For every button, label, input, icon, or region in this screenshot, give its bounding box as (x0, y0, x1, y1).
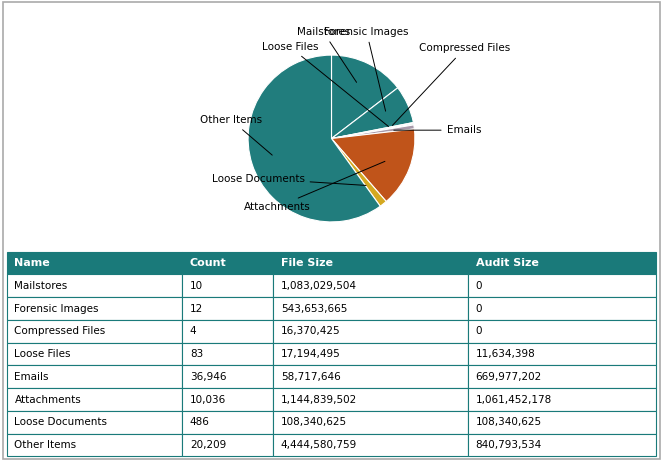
Bar (182, 411, 273, 434)
Wedge shape (332, 124, 414, 138)
Bar (182, 320, 273, 343)
Text: 1,061,452,178: 1,061,452,178 (476, 395, 552, 404)
Bar (468, 320, 656, 343)
Text: Loose Documents: Loose Documents (15, 417, 107, 427)
Text: 58,717,646: 58,717,646 (281, 372, 341, 382)
Bar (182, 297, 273, 320)
Text: Other Items: Other Items (200, 115, 272, 155)
Bar (7, 388, 182, 411)
Bar (273, 274, 468, 297)
Text: Audit Size: Audit Size (476, 258, 538, 268)
Bar (7, 274, 182, 297)
Wedge shape (332, 125, 414, 138)
Text: Mailstores: Mailstores (296, 27, 357, 83)
Text: 10,036: 10,036 (190, 395, 226, 404)
Bar (273, 388, 468, 411)
Text: Count: Count (190, 258, 227, 268)
Bar (273, 343, 468, 366)
Text: Emails: Emails (394, 125, 481, 135)
Bar (273, 434, 468, 456)
Bar (7, 411, 182, 434)
Bar (468, 274, 656, 297)
Bar (7, 297, 182, 320)
Text: Compressed Files: Compressed Files (15, 326, 105, 336)
Text: Compressed Files: Compressed Files (392, 43, 511, 125)
Text: Name: Name (15, 258, 50, 268)
Bar (182, 388, 273, 411)
Bar (182, 366, 273, 388)
Text: 108,340,625: 108,340,625 (281, 417, 347, 427)
Bar (7, 252, 182, 274)
Bar (273, 252, 468, 274)
Text: 486: 486 (190, 417, 210, 427)
Bar (468, 434, 656, 456)
Wedge shape (332, 123, 414, 138)
Text: 1,144,839,502: 1,144,839,502 (281, 395, 357, 404)
Text: 4: 4 (190, 326, 196, 336)
Text: 669,977,202: 669,977,202 (476, 372, 542, 382)
Text: 11,634,398: 11,634,398 (476, 349, 536, 359)
Text: Forensic Images: Forensic Images (324, 27, 409, 111)
Text: Forensic Images: Forensic Images (15, 303, 99, 313)
Bar (7, 366, 182, 388)
Text: 83: 83 (190, 349, 203, 359)
Bar (7, 343, 182, 366)
Bar (468, 297, 656, 320)
Text: 543,653,665: 543,653,665 (281, 303, 347, 313)
Bar (182, 343, 273, 366)
Bar (273, 297, 468, 320)
Wedge shape (332, 129, 415, 201)
Text: Loose Documents: Loose Documents (211, 173, 366, 185)
Wedge shape (248, 55, 380, 222)
Text: 0: 0 (476, 281, 482, 291)
Bar (468, 366, 656, 388)
Bar (7, 434, 182, 456)
Bar (273, 366, 468, 388)
Bar (273, 411, 468, 434)
Bar (182, 274, 273, 297)
Bar (273, 320, 468, 343)
Bar (468, 411, 656, 434)
Text: Attachments: Attachments (244, 161, 385, 212)
Bar (182, 252, 273, 274)
Text: 4,444,580,759: 4,444,580,759 (281, 440, 357, 450)
Text: 36,946: 36,946 (190, 372, 226, 382)
Text: Other Items: Other Items (15, 440, 76, 450)
Text: 108,340,625: 108,340,625 (476, 417, 542, 427)
Wedge shape (332, 138, 387, 206)
Wedge shape (332, 55, 398, 138)
Wedge shape (332, 88, 413, 138)
Text: 840,793,534: 840,793,534 (476, 440, 542, 450)
Bar (468, 252, 656, 274)
Text: Attachments: Attachments (15, 395, 81, 404)
Text: Loose Files: Loose Files (15, 349, 71, 359)
Text: 10: 10 (190, 281, 203, 291)
Text: 16,370,425: 16,370,425 (281, 326, 340, 336)
Bar (7, 320, 182, 343)
Text: Mailstores: Mailstores (15, 281, 68, 291)
Bar (468, 388, 656, 411)
Bar (182, 434, 273, 456)
Bar (468, 343, 656, 366)
Text: 12: 12 (190, 303, 203, 313)
Text: 1,083,029,504: 1,083,029,504 (281, 281, 357, 291)
Text: 17,194,495: 17,194,495 (281, 349, 341, 359)
Text: Loose Files: Loose Files (261, 42, 389, 126)
Text: Emails: Emails (15, 372, 49, 382)
Text: 0: 0 (476, 303, 482, 313)
Text: 0: 0 (476, 326, 482, 336)
Text: 20,209: 20,209 (190, 440, 226, 450)
Text: File Size: File Size (281, 258, 333, 268)
